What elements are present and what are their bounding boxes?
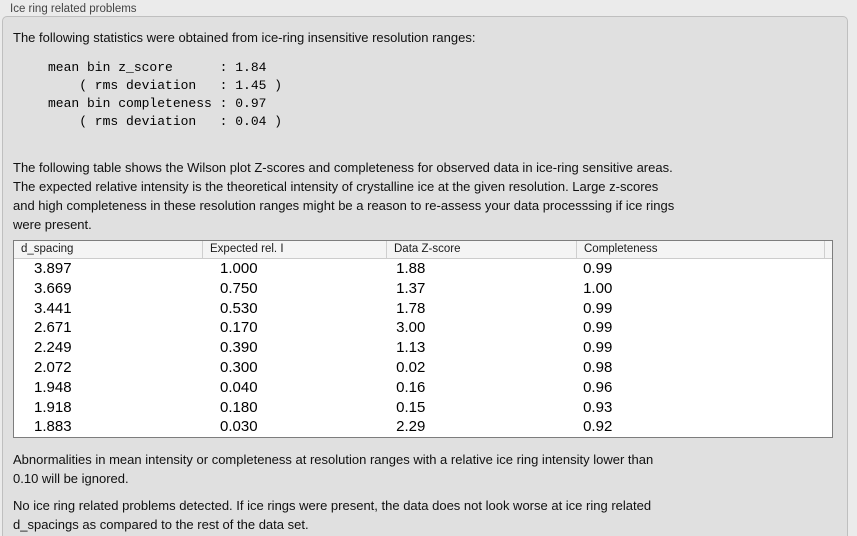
cell-spacer	[812, 358, 832, 378]
cell-spacer	[812, 398, 832, 418]
cell-d-spacing: 1.948	[34, 378, 72, 396]
column-header-d-spacing[interactable]: d_spacing	[14, 241, 203, 258]
cell-data-z-score: 0.02	[396, 358, 426, 376]
cell-d-spacing: 2.671	[34, 319, 72, 337]
ice-ring-table[interactable]: d_spacing Expected rel. I Data Z-score C…	[13, 240, 833, 438]
column-header-expected-rel-i[interactable]: Expected rel. I	[203, 241, 387, 258]
table-row[interactable]: 2.249 0.390 1.13 0.99	[14, 338, 832, 358]
cell-d-spacing: 2.072	[34, 358, 72, 376]
cell-data-z-score: 0.15	[396, 398, 426, 416]
cell-expected-rel: 0.390	[220, 339, 258, 357]
cell-d-spacing: 3.441	[34, 299, 72, 317]
table-row[interactable]: 1.948 0.040 0.16 0.96	[14, 377, 832, 398]
cell-completeness: 0.99	[583, 319, 613, 337]
table-row[interactable]: 3.897 1.000 1.88 0.99	[14, 259, 832, 279]
ice-ring-groupbox: The following statistics were obtained f…	[2, 16, 848, 536]
cell-spacer	[812, 338, 832, 358]
cell-completeness: 0.93	[583, 398, 613, 416]
stats-intro-text: The following statistics were obtained f…	[13, 30, 476, 45]
cell-spacer	[812, 299, 832, 319]
cell-d-spacing: 1.918	[34, 398, 72, 416]
cell-completeness: 0.92	[583, 418, 613, 436]
cell-d-spacing: 1.883	[34, 418, 72, 436]
column-header-spacer	[825, 241, 832, 258]
cell-spacer	[812, 378, 832, 398]
cell-spacer	[812, 417, 832, 437]
cell-completeness: 1.00	[583, 279, 613, 297]
table-description-text: The following table shows the Wilson plo…	[13, 160, 675, 232]
column-header-data-z-score[interactable]: Data Z-score	[387, 241, 577, 258]
cell-data-z-score: 1.78	[396, 299, 426, 317]
abnormalities-note-text: Abnormalities in mean intensity or compl…	[13, 452, 654, 486]
table-row[interactable]: 3.669 0.750 1.37 1.00	[14, 278, 832, 299]
cell-expected-rel: 0.750	[220, 279, 258, 297]
cell-data-z-score: 2.29	[396, 418, 426, 436]
cell-expected-rel: 0.530	[220, 299, 258, 317]
cell-expected-rel: 1.000	[220, 260, 258, 277]
table-row[interactable]: 1.883 0.030 2.29 0.92	[14, 417, 832, 437]
cell-completeness: 0.98	[583, 358, 613, 376]
cell-spacer	[812, 318, 832, 338]
cell-expected-rel: 0.300	[220, 358, 258, 376]
panel-title: Ice ring related problems	[10, 3, 137, 15]
table-body: 3.897 1.000 1.88 0.99 3.669 0.750 1.37 1…	[14, 259, 832, 437]
cell-data-z-score: 3.00	[396, 319, 426, 337]
column-header-completeness[interactable]: Completeness	[577, 241, 825, 258]
cell-completeness: 0.99	[583, 260, 613, 277]
cell-expected-rel: 0.180	[220, 398, 258, 416]
cell-data-z-score: 1.13	[396, 339, 426, 357]
table-header-row: d_spacing Expected rel. I Data Z-score C…	[14, 241, 832, 259]
cell-data-z-score: 1.88	[396, 260, 426, 277]
table-row[interactable]: 2.072 0.300 0.02 0.98	[14, 357, 832, 378]
cell-d-spacing: 3.669	[34, 279, 72, 297]
cell-completeness: 0.96	[583, 378, 613, 396]
cell-data-z-score: 0.16	[396, 378, 426, 396]
table-row[interactable]: 3.441 0.530 1.78 0.99	[14, 298, 832, 319]
cell-completeness: 0.99	[583, 339, 613, 357]
cell-completeness: 0.99	[583, 299, 613, 317]
table-row[interactable]: 1.918 0.180 0.15 0.93	[14, 397, 832, 418]
cell-spacer	[812, 279, 832, 299]
conclusion-text: No ice ring related problems detected. I…	[13, 498, 652, 532]
cell-expected-rel: 0.170	[220, 319, 258, 337]
cell-data-z-score: 1.37	[396, 279, 426, 297]
stats-block: mean bin z_score : 1.84 ( rms deviation …	[48, 60, 283, 129]
cell-expected-rel: 0.030	[220, 418, 258, 436]
cell-expected-rel: 0.040	[220, 378, 258, 396]
table-row[interactable]: 2.671 0.170 3.00 0.99	[14, 318, 832, 339]
cell-spacer	[812, 259, 832, 279]
cell-d-spacing: 3.897	[34, 260, 72, 277]
cell-d-spacing: 2.249	[34, 339, 72, 357]
